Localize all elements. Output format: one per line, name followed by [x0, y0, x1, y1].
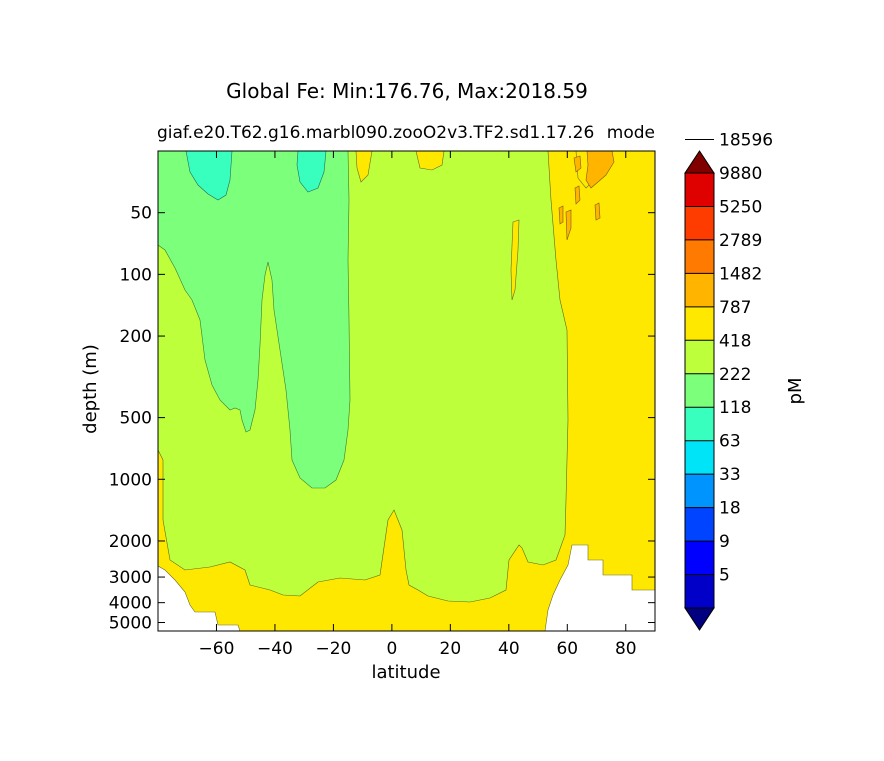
- x-tick-label: −20: [315, 639, 351, 659]
- chart-subtitle-right: mode: [607, 123, 655, 143]
- y-tick-label: 5000: [109, 614, 152, 634]
- x-axis: −60 −40 −20 0 20 40 60 80: [199, 151, 637, 659]
- colorbar-segment: [685, 507, 714, 542]
- colorbar-segment: [685, 440, 714, 475]
- colorbar-segment: [685, 407, 714, 441]
- contour-band-2789-5250: [585, 151, 615, 189]
- plot-frame: [157, 150, 656, 632]
- colorbar-tick-label: 9880: [719, 164, 762, 184]
- contour-band-2789-5250-spot-1: [573, 155, 582, 173]
- colorbar-tick-label: 18596: [719, 131, 773, 151]
- x-tick-label: 80: [615, 639, 637, 659]
- x-tick-label: 40: [498, 639, 520, 659]
- colorbar-tick-label: 5: [719, 566, 730, 586]
- colorbar-segment: [685, 306, 714, 341]
- colorbar-segment: [685, 173, 714, 207]
- colorbar-tick-label: 787: [719, 298, 751, 318]
- contour-band-1482-2789-surface-west-africa: [355, 151, 373, 183]
- contour-band-2789-5250-spot-3: [594, 202, 601, 221]
- contour-band-2789-5250-spot-2: [565, 209, 572, 241]
- contour-band-222-418-subtropical: [296, 151, 327, 193]
- colorbar-extend-min: [684, 607, 715, 631]
- colorbar-tick-label: 18: [719, 499, 741, 519]
- y-tick-label: 200: [120, 327, 152, 347]
- chart-title: Global Fe: Min:176.76, Max:2018.59: [226, 79, 588, 103]
- contour-band-418-787: [158, 151, 351, 489]
- colorbar-tick-label: 2789: [719, 231, 762, 251]
- colorbar-tick-label: 33: [719, 465, 741, 485]
- colorbar-tick-label: 5250: [719, 197, 762, 217]
- colorbar-segment: [685, 206, 714, 240]
- colorbar-tick-label: 1482: [719, 264, 762, 284]
- x-axis-label: latitude: [371, 662, 440, 683]
- y-tick-label: 2000: [109, 532, 152, 552]
- colorbar-label: pM: [785, 378, 806, 405]
- colorbar-tick-label: 63: [719, 432, 741, 452]
- y-axis-label: depth (m): [80, 344, 101, 434]
- colorbar-tick-label: 418: [719, 331, 751, 351]
- colorbar-segment: [685, 340, 714, 374]
- contour-band-222-418-south: [185, 151, 233, 201]
- colorbar-segment: [685, 273, 714, 307]
- colorbar-extend-max: [684, 150, 715, 174]
- contour-plot-area: [158, 151, 655, 631]
- colorbar-segment: [685, 239, 714, 274]
- colorbar-segment: [685, 474, 714, 508]
- colorbar-segment: [685, 373, 714, 408]
- colorbar-tick-label: 118: [719, 398, 751, 418]
- y-tick-label: 3000: [109, 568, 152, 588]
- y-tick-label: 100: [120, 265, 152, 285]
- y-tick-label: 50: [130, 204, 152, 224]
- x-tick-label: 60: [556, 639, 578, 659]
- colorbar: 5 9 18 33 63 118 222 418 787 1482 2789 5250 9880 1859…: [684, 131, 773, 631]
- x-tick-label: 0: [386, 639, 397, 659]
- x-tick-label: 20: [440, 639, 462, 659]
- colorbar-tick-label: 9: [719, 532, 730, 552]
- contour-band-1482-2789-surface-equatorial: [415, 151, 445, 171]
- y-tick-label: 4000: [109, 594, 152, 614]
- x-tick-label: −40: [257, 639, 293, 659]
- colorbar-segment: [685, 574, 714, 608]
- colorbar-tick-label: 222: [719, 365, 751, 385]
- colorbar-segment: [685, 541, 714, 575]
- x-tick-label: −60: [199, 639, 235, 659]
- contour-band-1482-2789-plume: [510, 219, 520, 301]
- contour-band-2789-5250-spot-4: [574, 185, 581, 205]
- chart-subtitle-left: giaf.e20.T62.g16.marbl090.zooO2v3.TF2.sd…: [157, 123, 594, 143]
- y-tick-label: 1000: [109, 470, 152, 490]
- y-tick-label: 500: [120, 409, 152, 429]
- contour-band-2789-5250-spot-5: [558, 205, 564, 225]
